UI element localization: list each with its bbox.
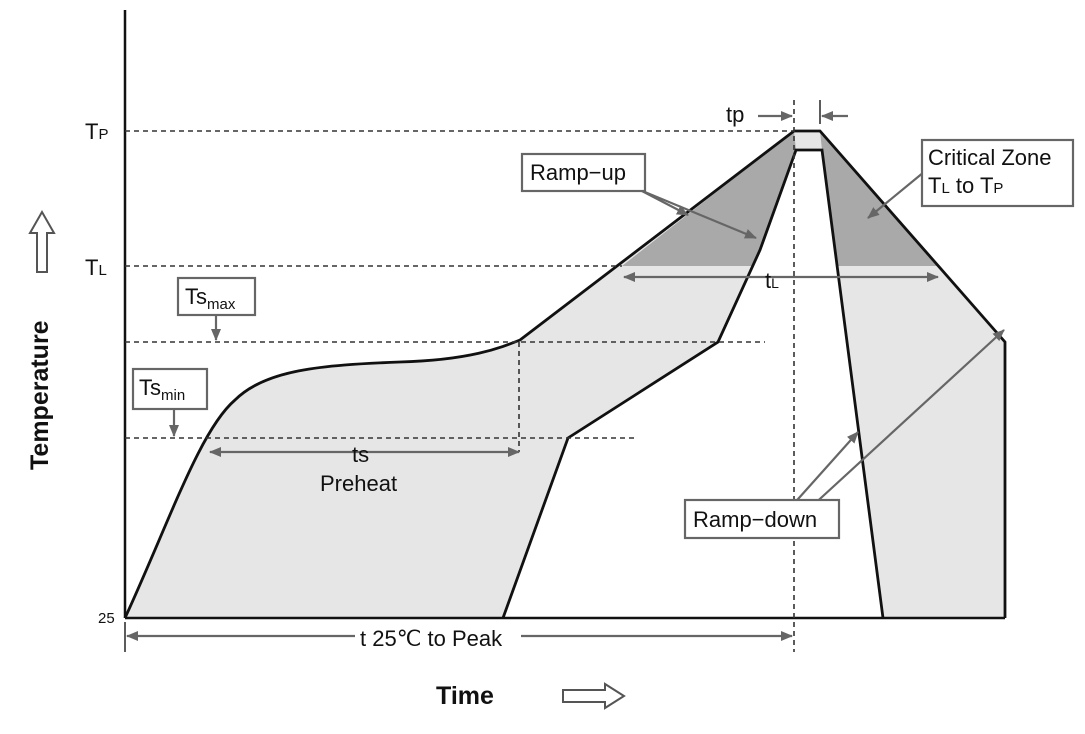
time-right-arrow-icon [562, 682, 626, 710]
ramp-up-label: Ramp−up [530, 160, 626, 185]
tsmin-label: Tsmin [139, 375, 185, 404]
tp-label: tp [726, 102, 744, 127]
tl-axis-label: TL [85, 255, 107, 280]
ts-label: ts [352, 442, 369, 467]
ramp-down-pointer-1 [789, 431, 859, 509]
preheat-label: Preheat [320, 471, 397, 496]
temperature-axis-title: Temperature [26, 320, 54, 470]
ramp-up-box [520, 152, 647, 193]
profile-band [125, 131, 1005, 618]
tsmin-box [131, 367, 209, 411]
t25-label-bg [355, 624, 521, 650]
ramp-up-pointer-2 [639, 188, 757, 240]
critical-zone-line2: TL to TP [928, 173, 1003, 198]
tp-axis-label: TP [85, 119, 108, 144]
base-temp-label: 25 [98, 610, 115, 627]
ramp-down-pointer-2 [809, 329, 1005, 509]
critical-zone-line1: Critical Zone [928, 145, 1051, 170]
t25-to-peak-label: t 25℃ to Peak [360, 626, 503, 651]
tsmax-label: Tsmax [185, 284, 236, 313]
temperature-up-arrow-icon [28, 209, 56, 273]
critical-zone-pointer [867, 171, 925, 219]
tsmax-box [176, 276, 257, 317]
outer-profile-curve [123, 129, 1007, 619]
critical-zone-box [920, 138, 1075, 208]
ramp-down-box [683, 498, 841, 540]
ramp-down-label: Ramp−down [693, 507, 817, 532]
tl-label: tL [765, 268, 779, 293]
time-axis-title: Time [436, 682, 494, 710]
